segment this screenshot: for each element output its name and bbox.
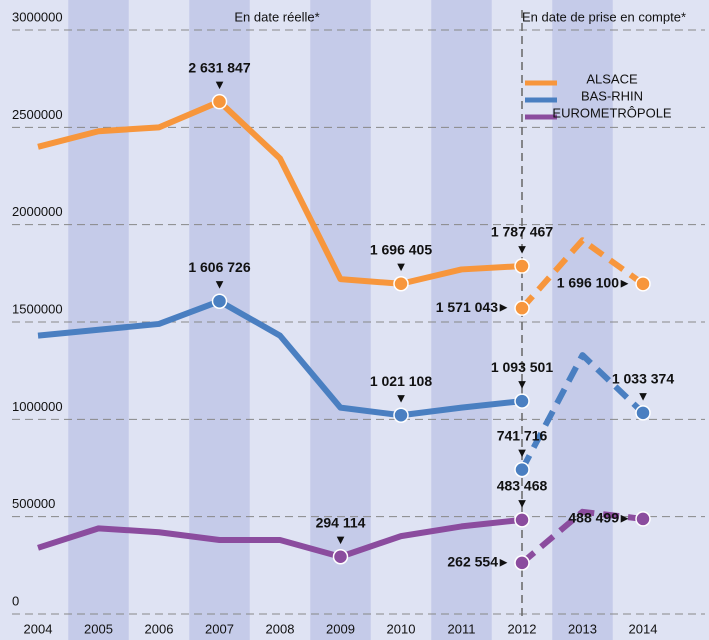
x-tick-label: 2014	[629, 621, 658, 636]
marker	[332, 548, 349, 565]
arrow: ▼	[395, 259, 408, 274]
marker	[393, 407, 409, 423]
data-label: 1 696 100	[557, 275, 619, 291]
marker	[514, 461, 530, 478]
marker	[514, 512, 530, 528]
y-tick-label: 0	[12, 593, 19, 608]
arrow: ►	[497, 300, 510, 315]
y-tick-label: 2000000	[12, 204, 63, 219]
data-label: 1 021 108	[370, 373, 432, 389]
arrow: ►	[618, 275, 631, 290]
arrow: ▼	[213, 277, 226, 292]
line	[520, 508, 644, 566]
arrow: ▼	[213, 77, 226, 92]
x-tick-label: 2010	[387, 621, 416, 636]
band	[431, 0, 492, 640]
data-label: 1 093 501	[491, 359, 553, 375]
data-label: 1 787 467	[491, 224, 553, 240]
y-tick-label: 3000000	[12, 9, 63, 24]
band	[552, 0, 613, 640]
annotation: En date réelle*	[234, 9, 319, 24]
x-tick-label: 2012	[508, 621, 537, 636]
arrow: ▼	[334, 532, 347, 547]
x-tick-label: 2008	[266, 621, 295, 636]
data-label: 1 571 043	[436, 299, 498, 315]
data-label: 483 468	[497, 478, 548, 494]
marker	[393, 276, 409, 292]
line	[519, 352, 646, 472]
band	[310, 0, 371, 640]
data-label: 294 114	[316, 514, 366, 530]
arrow: ▼	[637, 388, 650, 403]
legend-label: EUROMETRÔPOLE	[552, 105, 672, 120]
marker	[211, 293, 228, 309]
x-tick-label: 2013	[568, 621, 597, 636]
x-tick-label: 2009	[326, 621, 355, 636]
data-label: 1 696 405	[370, 241, 432, 257]
marker	[514, 258, 530, 274]
data-label: 262 554	[447, 554, 498, 570]
arrow: ►	[497, 554, 510, 569]
marker	[211, 93, 228, 110]
x-tick-label: 2011	[448, 621, 476, 636]
arrow: ►	[618, 510, 631, 525]
y-tick-label: 500000	[12, 496, 55, 511]
x-tick-label: 2005	[84, 621, 113, 636]
band	[68, 0, 129, 640]
data-label: 2 631 847	[188, 59, 250, 75]
data-label: 1 033 374	[612, 371, 674, 387]
marker	[514, 555, 530, 571]
marker	[635, 405, 651, 421]
arrow: ▼	[516, 377, 529, 392]
arrow: ▼	[395, 391, 408, 406]
marker	[514, 300, 530, 316]
line	[519, 237, 645, 311]
y-tick-label: 1500000	[12, 301, 63, 316]
y-tick-label: 2500000	[12, 107, 63, 122]
legend-label: ALSACE	[586, 71, 638, 86]
data-label: 741 716	[497, 427, 548, 443]
marker	[635, 276, 651, 292]
line	[37, 298, 523, 419]
x-tick-label: 2007	[205, 621, 234, 636]
y-tick-label: 1000000	[12, 399, 63, 414]
arrow: ▼	[516, 241, 529, 256]
line	[37, 98, 523, 287]
data-label: 488 499	[568, 510, 619, 526]
data-label: 1 606 726	[188, 259, 250, 275]
marker	[635, 511, 651, 527]
annotation: En date de prise en compte*	[522, 9, 686, 24]
arrow: ▼	[516, 445, 529, 460]
marker	[514, 393, 530, 409]
x-tick-label: 2006	[145, 621, 174, 636]
line	[37, 516, 523, 560]
arrow: ▼	[516, 495, 529, 510]
legend-label: BAS-RHIN	[581, 88, 643, 103]
x-tick-label: 2004	[24, 621, 53, 636]
